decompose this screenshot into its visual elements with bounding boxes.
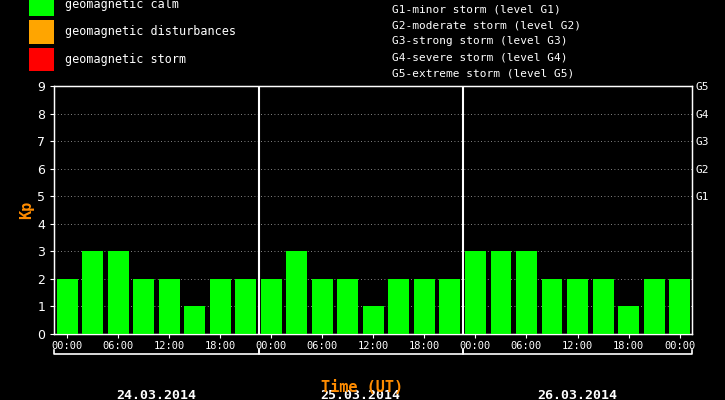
- Bar: [465, 251, 486, 334]
- Text: G3-strong storm (level G3): G3-strong storm (level G3): [392, 36, 567, 46]
- Bar: [57, 279, 78, 334]
- Bar: [29, 20, 54, 44]
- Text: geomagnetic disturbances: geomagnetic disturbances: [65, 26, 236, 38]
- Bar: [82, 251, 103, 334]
- Bar: [210, 279, 231, 334]
- Text: 25.03.2014: 25.03.2014: [320, 388, 401, 400]
- Bar: [363, 306, 384, 334]
- Bar: [29, 48, 54, 71]
- Bar: [669, 279, 690, 334]
- Bar: [414, 279, 435, 334]
- Bar: [439, 279, 460, 334]
- Text: Time (UT): Time (UT): [321, 380, 404, 395]
- Bar: [261, 279, 282, 334]
- Bar: [491, 251, 511, 334]
- Bar: [29, 0, 54, 16]
- Bar: [389, 279, 410, 334]
- Text: geomagnetic calm: geomagnetic calm: [65, 0, 179, 11]
- Bar: [644, 279, 665, 334]
- Bar: [312, 279, 333, 334]
- Text: 26.03.2014: 26.03.2014: [537, 388, 618, 400]
- Bar: [108, 251, 128, 334]
- Bar: [516, 251, 537, 334]
- Bar: [592, 279, 613, 334]
- Bar: [236, 279, 256, 334]
- Bar: [286, 251, 307, 334]
- Text: G2-moderate storm (level G2): G2-moderate storm (level G2): [392, 20, 581, 30]
- Text: geomagnetic storm: geomagnetic storm: [65, 53, 186, 66]
- Text: G4-severe storm (level G4): G4-severe storm (level G4): [392, 52, 567, 62]
- Bar: [133, 279, 154, 334]
- Bar: [618, 306, 639, 334]
- Bar: [542, 279, 563, 334]
- Bar: [159, 279, 180, 334]
- Text: G1-minor storm (level G1): G1-minor storm (level G1): [392, 4, 560, 14]
- Bar: [184, 306, 205, 334]
- Bar: [567, 279, 588, 334]
- Bar: [337, 279, 358, 334]
- Text: 24.03.2014: 24.03.2014: [117, 388, 196, 400]
- Y-axis label: Kp: Kp: [20, 201, 35, 219]
- Text: G5-extreme storm (level G5): G5-extreme storm (level G5): [392, 68, 573, 78]
